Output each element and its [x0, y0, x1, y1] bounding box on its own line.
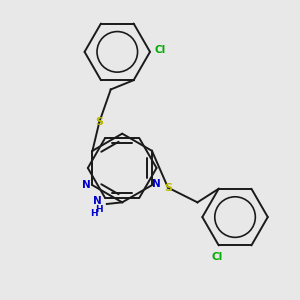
Text: H: H — [90, 208, 98, 217]
Text: Cl: Cl — [155, 45, 166, 55]
Text: H: H — [95, 205, 103, 214]
Text: Cl: Cl — [212, 252, 223, 262]
Text: S: S — [164, 183, 172, 193]
Text: N: N — [82, 180, 90, 190]
Text: N: N — [93, 196, 102, 206]
Text: S: S — [95, 117, 103, 127]
Text: N: N — [152, 178, 161, 188]
